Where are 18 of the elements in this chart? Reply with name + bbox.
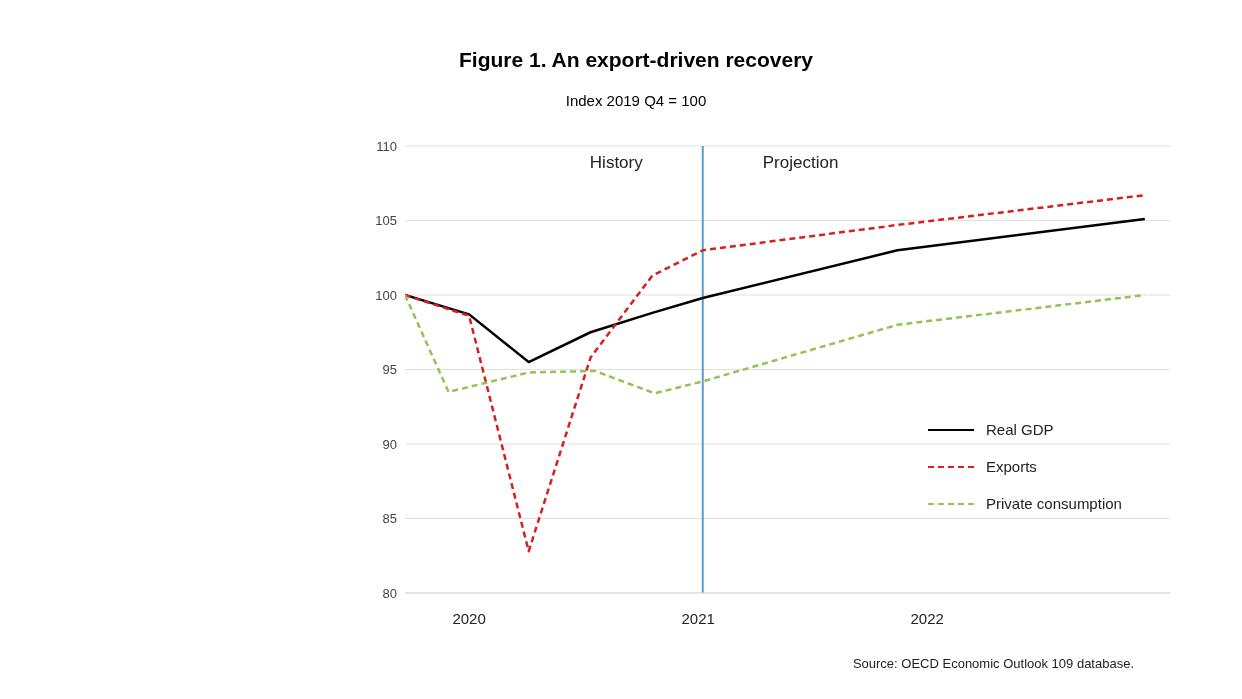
legend-label: Real GDP <box>986 421 1054 438</box>
annotation: Projection <box>762 153 839 173</box>
y-tick-label: 85 <box>382 511 397 527</box>
legend-label: Private consumption <box>986 495 1122 512</box>
x-tick-label: 2021 <box>681 609 715 627</box>
x-tick-label: 2022 <box>910 609 944 627</box>
chart-title: Figure 1. An export-driven recovery <box>458 48 814 72</box>
y-tick-label: 100 <box>375 287 397 303</box>
annotation: History <box>589 153 644 173</box>
y-tick-label: 95 <box>382 362 397 378</box>
y-tick-label: 80 <box>382 585 397 601</box>
y-tick-label: 110 <box>376 138 397 154</box>
legend-label: Exports <box>986 458 1037 475</box>
source-note: Source: OECD Economic Outlook 109 database. <box>852 656 1134 671</box>
chart-subtitle: Index 2019 Q4 = 100 <box>564 92 708 109</box>
y-tick-label: 105 <box>375 213 397 229</box>
x-tick-label: 2020 <box>452 609 486 627</box>
y-tick-label: 90 <box>382 436 397 452</box>
